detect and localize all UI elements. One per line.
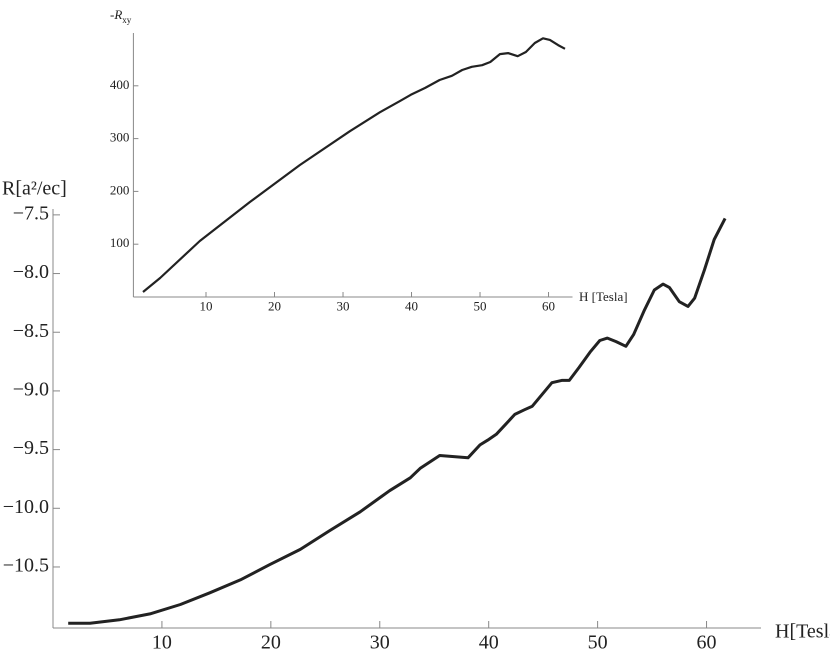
data-line bbox=[68, 217, 727, 625]
inset-y-label: -Rxy bbox=[110, 7, 132, 25]
x-tick-label: 10 bbox=[200, 298, 213, 313]
x-tick-label: 50 bbox=[588, 632, 608, 654]
y-tick-label: −10.0 bbox=[3, 496, 49, 518]
y-tick-label: 100 bbox=[110, 235, 130, 250]
data-line bbox=[142, 37, 566, 293]
y-tick-label: −8.5 bbox=[13, 320, 49, 342]
x-tick-label: 40 bbox=[405, 298, 418, 313]
y-tick-label: −9.0 bbox=[13, 379, 49, 401]
x-axis-label: H[Tesla] bbox=[775, 621, 830, 643]
y-tick-label: 400 bbox=[110, 77, 130, 92]
inset-y-label-sub: xy bbox=[122, 15, 132, 25]
y-tick-label: 200 bbox=[110, 182, 130, 197]
x-tick-label: 20 bbox=[268, 298, 281, 313]
inset-x-label: H [Tesla] bbox=[579, 289, 628, 304]
x-tick-label: 40 bbox=[479, 632, 499, 654]
x-tick-label: 50 bbox=[474, 298, 487, 313]
x-tick-label: 10 bbox=[152, 632, 172, 654]
inset-y-label-main: -R bbox=[110, 7, 122, 22]
y-tick-label: −10.5 bbox=[3, 555, 49, 577]
x-tick-label: 60 bbox=[542, 298, 555, 313]
y-axis-label: R[a²/ec] bbox=[2, 178, 67, 200]
y-tick-label: −8.0 bbox=[13, 261, 49, 283]
y-tick-label: −7.5 bbox=[13, 202, 49, 224]
x-tick-label: 60 bbox=[697, 632, 717, 654]
x-tick-label: 30 bbox=[370, 632, 390, 654]
x-tick-label: 20 bbox=[261, 632, 281, 654]
x-tick-label: 30 bbox=[337, 298, 350, 313]
y-tick-label: 300 bbox=[110, 130, 130, 145]
y-tick-label: −9.5 bbox=[13, 437, 49, 459]
